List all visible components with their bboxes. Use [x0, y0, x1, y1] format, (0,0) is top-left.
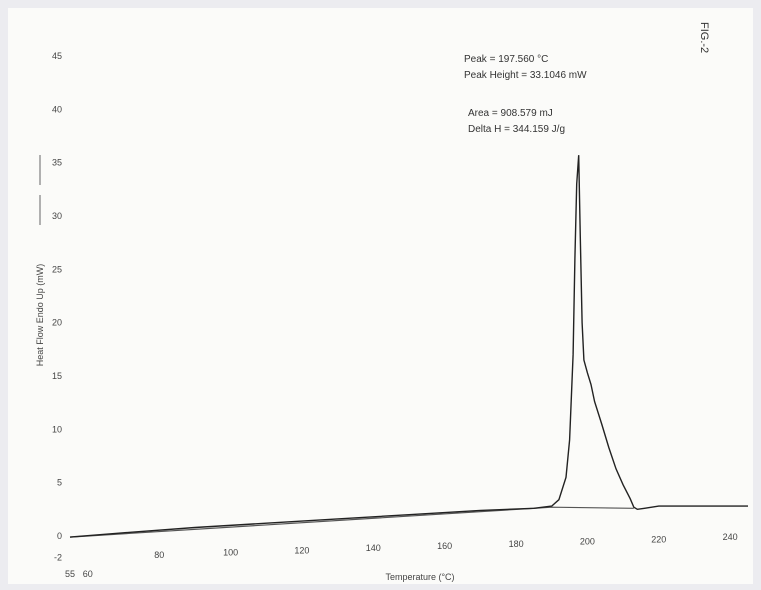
x-axis-tick-labels: 55 60 80 100 120 140 160 180 200 220 240 [65, 532, 738, 579]
x-tick-label: 80 [154, 550, 164, 560]
y-tick-label: 20 [52, 318, 62, 328]
peak-temperature-annotation: Peak = 197.560 °C [464, 54, 548, 65]
x-tick-label: 160 [437, 541, 452, 551]
peak-annotations: Peak = 197.560 °C Peak Height = 33.1046 … [464, 54, 587, 135]
y-axis-title: Heat Flow Endo Up (mW) [35, 264, 45, 367]
x-tick-label: 200 [580, 537, 595, 547]
x-tick-label: 220 [651, 534, 666, 544]
chart-paper [8, 8, 753, 584]
y-tick-label: 35 [52, 158, 62, 168]
y-tick-label: 45 [52, 51, 62, 61]
y-tick-label: 0 [57, 531, 62, 541]
y-tick-label: 40 [52, 104, 62, 114]
x-tick-label: 120 [294, 545, 309, 555]
x-axis-title: Temperature (°C) [385, 572, 454, 582]
x-tick-label: 60 [83, 569, 93, 579]
y-axis-tick-labels: 45 40 35 30 25 20 15 10 5 0 -2 [52, 51, 62, 562]
heat-flow-curve [69, 155, 748, 538]
x-tick-label: 140 [366, 543, 381, 553]
baseline-line [69, 506, 634, 538]
y-tick-label: 10 [52, 424, 62, 434]
figure-label: FIG.-2 [698, 22, 710, 53]
y-tick-label: 5 [57, 478, 62, 488]
y-tick-label: -2 [54, 552, 62, 562]
peak-height-annotation: Peak Height = 33.1046 mW [464, 70, 587, 81]
y-tick-label: 15 [52, 371, 62, 381]
area-annotation: Area = 908.579 mJ [468, 108, 553, 119]
y-tick-label: 30 [52, 211, 62, 221]
delta-h-annotation: Delta H = 344.159 J/g [468, 124, 565, 135]
x-tick-label: 180 [509, 539, 524, 549]
x-tick-label: 100 [223, 548, 238, 558]
y-tick-label: 25 [52, 264, 62, 274]
x-tick-label: 55 [65, 569, 75, 579]
x-tick-label: 240 [723, 532, 738, 542]
